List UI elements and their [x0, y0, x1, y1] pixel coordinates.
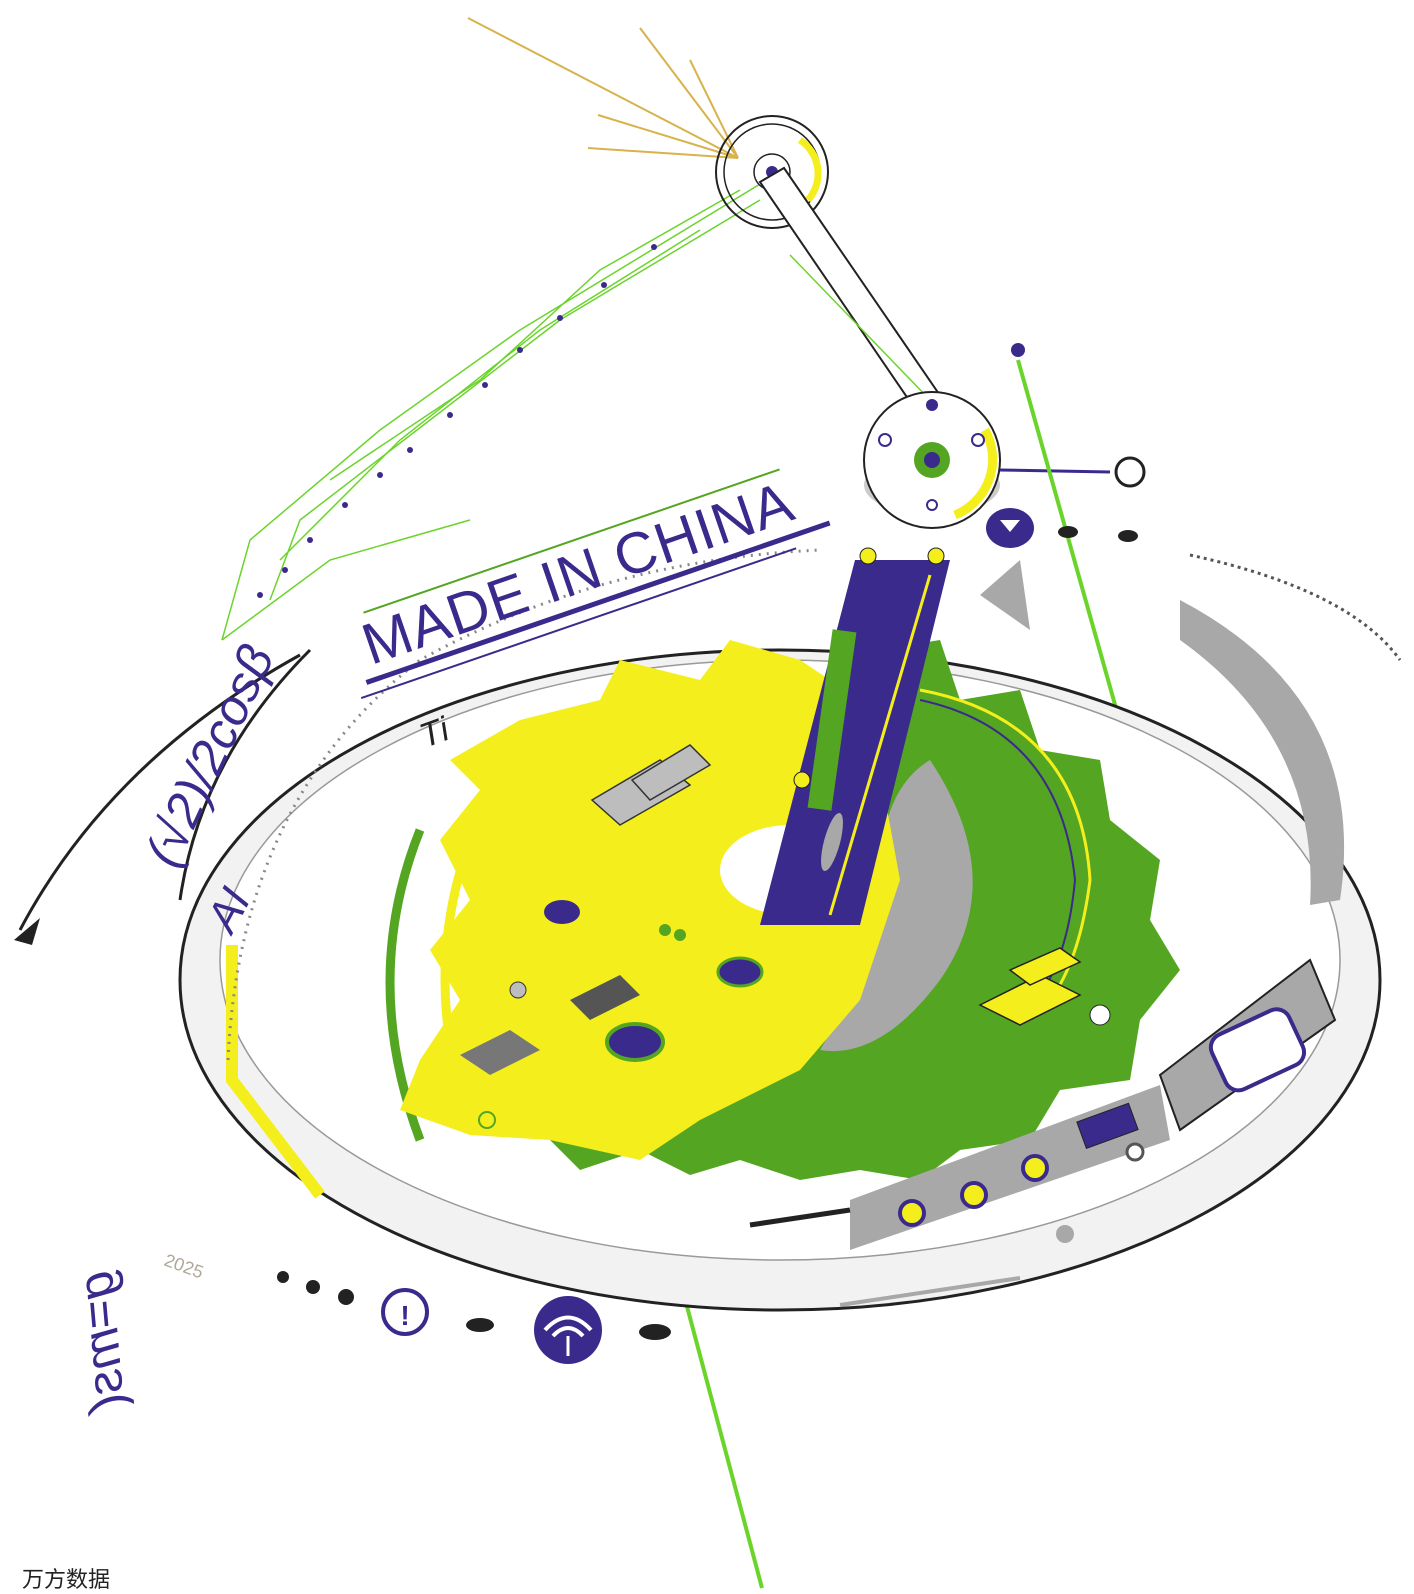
glass-icon	[986, 508, 1138, 548]
arm-elbow-joint	[863, 391, 1001, 529]
pointer-dot	[1011, 343, 1025, 357]
rim-ports	[749, 958, 1337, 1250]
dotted-arc-inner	[226, 548, 821, 1061]
circuit-nodes	[257, 244, 657, 598]
chip-component	[978, 947, 1111, 1026]
bottom-icon-row	[277, 1142, 1145, 1340]
light-rays	[467, 17, 739, 159]
dotted-arc	[1189, 553, 1402, 661]
watermark-text: 万方数据	[22, 1568, 111, 1593]
year-label: 2025	[162, 1250, 206, 1282]
arm-lower	[760, 547, 950, 925]
wifi-icon	[534, 1296, 602, 1364]
svg-text:!: !	[400, 1300, 409, 1331]
circuit-traces	[221, 177, 771, 641]
alert-icon: !	[381, 1288, 429, 1336]
elbow-connector	[999, 456, 1146, 488]
arm-upper	[758, 166, 952, 430]
formula-gravity: g=ms(	[67, 1269, 135, 1418]
